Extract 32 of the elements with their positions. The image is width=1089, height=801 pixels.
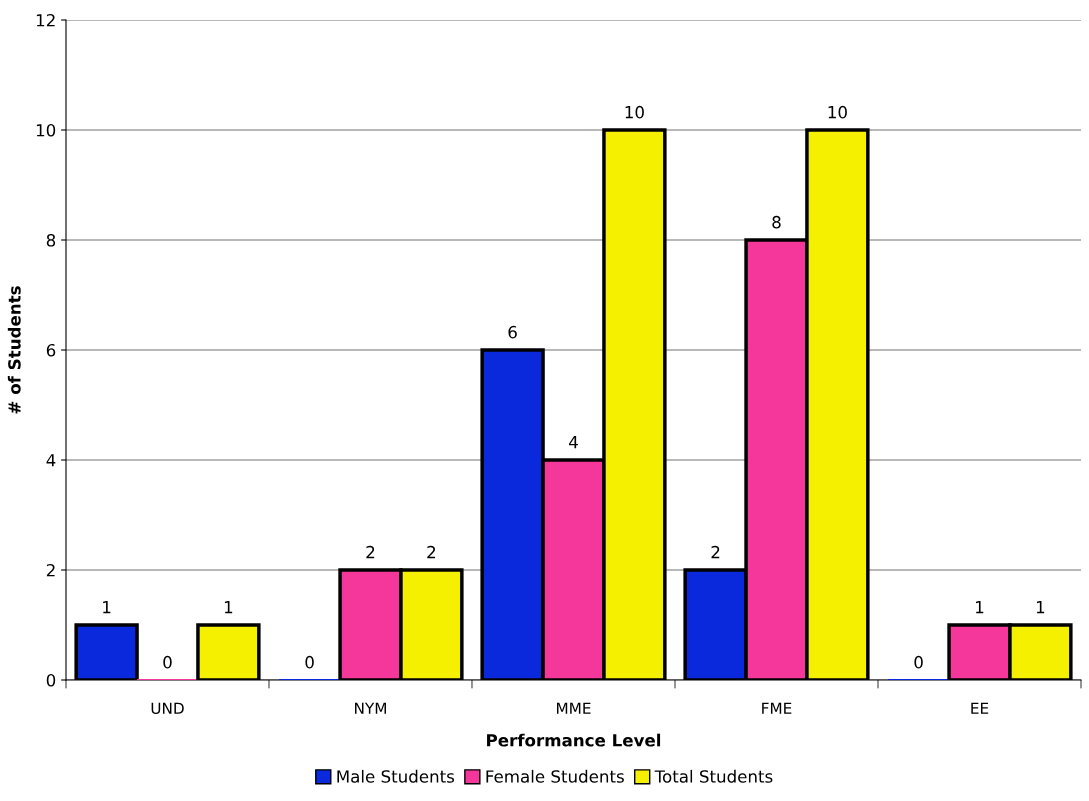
data-label: 10: [625, 105, 644, 119]
data-label: 2: [427, 545, 436, 559]
x-axis-title: Performance Level: [487, 733, 661, 747]
data-label: 10: [828, 105, 847, 119]
legend-label: Male Students: [337, 769, 455, 783]
y-tick-label: 4: [46, 454, 56, 467]
y-tick-label: 6: [46, 343, 56, 357]
x-tick-label: UND: [151, 702, 184, 715]
data-label: 0: [305, 655, 314, 669]
y-tick-label: 10: [36, 123, 56, 137]
legend-label: Female Students: [486, 769, 624, 783]
x-tick-label: NYM: [355, 702, 386, 714]
data-label: 1: [976, 601, 984, 614]
data-label: 0: [914, 655, 923, 669]
y-tick-label: 8: [46, 233, 56, 247]
y-axis-title: # of Students: [7, 286, 21, 414]
data-label: 1: [224, 601, 233, 614]
x-tick-label: MME: [556, 702, 591, 714]
y-tick-label: 2: [46, 563, 55, 577]
data-label: 2: [711, 545, 720, 559]
data-label: 1: [1036, 601, 1045, 614]
y-tick-label: 0: [46, 673, 56, 687]
data-label: 0: [163, 655, 172, 669]
legend-label: Total Students: [654, 769, 773, 783]
data-label: 2: [366, 545, 375, 559]
y-tick-label: 12: [36, 13, 55, 27]
data-label: 8: [772, 215, 781, 229]
x-tick-label: FME: [762, 702, 792, 714]
data-label: 6: [508, 325, 517, 339]
x-tick-label: EE: [971, 702, 989, 714]
data-label: 1: [103, 601, 111, 614]
data-label: 4: [569, 436, 578, 449]
